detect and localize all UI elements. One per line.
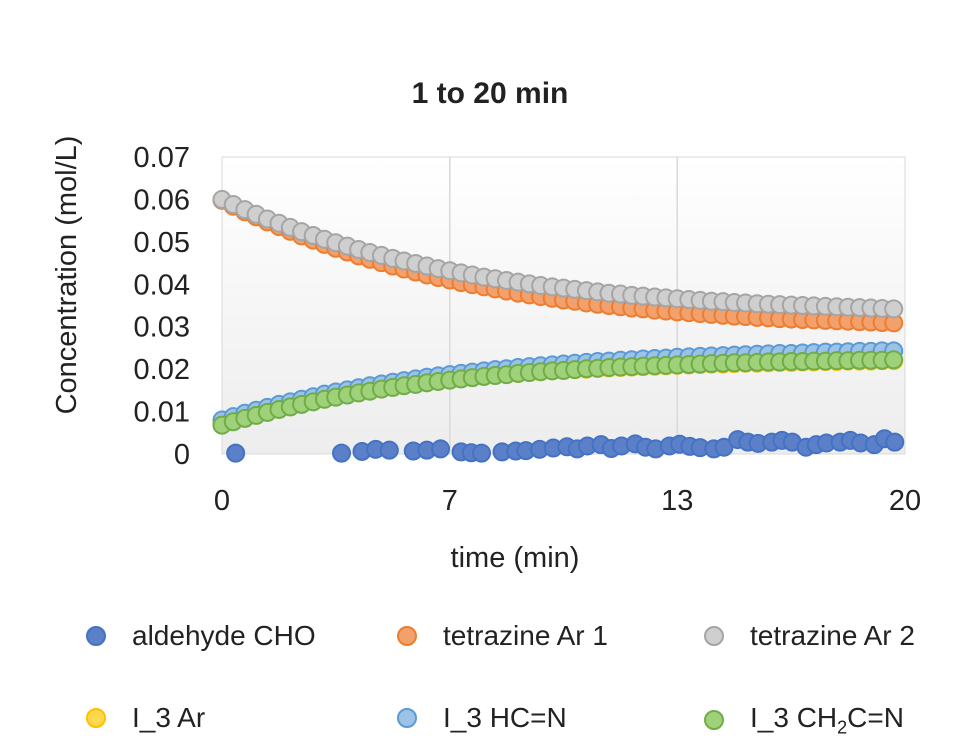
legend-marker-i3-ar xyxy=(86,708,106,728)
data-point xyxy=(226,443,246,463)
legend-item-i3-ch2cn: I_3 CH2C=N xyxy=(704,702,904,739)
x-axis-label: time (min) xyxy=(451,542,580,574)
legend-label-tetrazine-ar-2: tetrazine Ar 2 xyxy=(750,620,915,651)
chart-title: 1 to 20 min xyxy=(412,77,569,110)
y-tick-label: 0.05 xyxy=(134,227,190,259)
legend-marker-tetrazine-ar-1 xyxy=(397,626,417,646)
legend: aldehyde CHO tetrazine Ar 1 tetrazine Ar… xyxy=(0,600,957,739)
y-tick-label: 0 xyxy=(174,439,190,471)
chart: 1 to 20 min Concentration (mol/L) time (… xyxy=(51,77,921,574)
legend-label-i3-ar: I_3 Ar xyxy=(132,702,206,733)
legend-item-tetrazine-ar-1: tetrazine Ar 1 xyxy=(397,620,608,652)
legend-marker-tetrazine-ar-2 xyxy=(704,626,724,646)
data-point xyxy=(431,439,451,459)
y-tick-label: 0.07 xyxy=(134,142,190,174)
y-tick-label: 0.04 xyxy=(134,269,190,301)
x-tick-label: 0 xyxy=(214,485,230,517)
legend-label-i3-hcn: I_3 HC=N xyxy=(443,702,567,733)
y-tick-label: 0.02 xyxy=(134,354,190,386)
series-i-3-ch2c-n xyxy=(212,350,904,435)
legend-item-i3-hcn: I_3 HC=N xyxy=(397,702,567,734)
legend-label-i3-ch2cn: I_3 CH2C=N xyxy=(750,702,904,738)
legend-item-aldehyde-cho: aldehyde CHO xyxy=(86,620,316,652)
series-aldehyde-cho xyxy=(226,429,905,463)
data-point xyxy=(379,440,399,460)
legend-marker-i3-hcn xyxy=(397,708,417,728)
legend-item-i3-ar: I_3 Ar xyxy=(86,702,205,734)
legend-label-tetrazine-ar-1: tetrazine Ar 1 xyxy=(443,620,608,651)
data-point xyxy=(884,299,904,319)
series-tetrazine-ar-2 xyxy=(212,189,904,319)
data-point xyxy=(332,443,352,463)
x-tick-label: 20 xyxy=(889,485,921,517)
legend-marker-aldehyde-cho xyxy=(86,626,106,646)
y-tick-label: 0.06 xyxy=(134,184,190,216)
data-point xyxy=(885,432,905,452)
y-tick-label: 0.01 xyxy=(134,397,190,429)
x-tick-label: 13 xyxy=(661,485,693,517)
legend-label-aldehyde-cho: aldehyde CHO xyxy=(132,620,316,651)
legend-item-tetrazine-ar-2: tetrazine Ar 2 xyxy=(704,620,915,652)
data-point xyxy=(472,443,492,463)
data-point xyxy=(884,350,904,370)
legend-marker-i3-ch2cn xyxy=(704,710,724,731)
y-axis-label: Concentration (mol/L) xyxy=(51,136,83,415)
x-tick-label: 7 xyxy=(442,485,458,517)
y-tick-label: 0.03 xyxy=(134,312,190,344)
